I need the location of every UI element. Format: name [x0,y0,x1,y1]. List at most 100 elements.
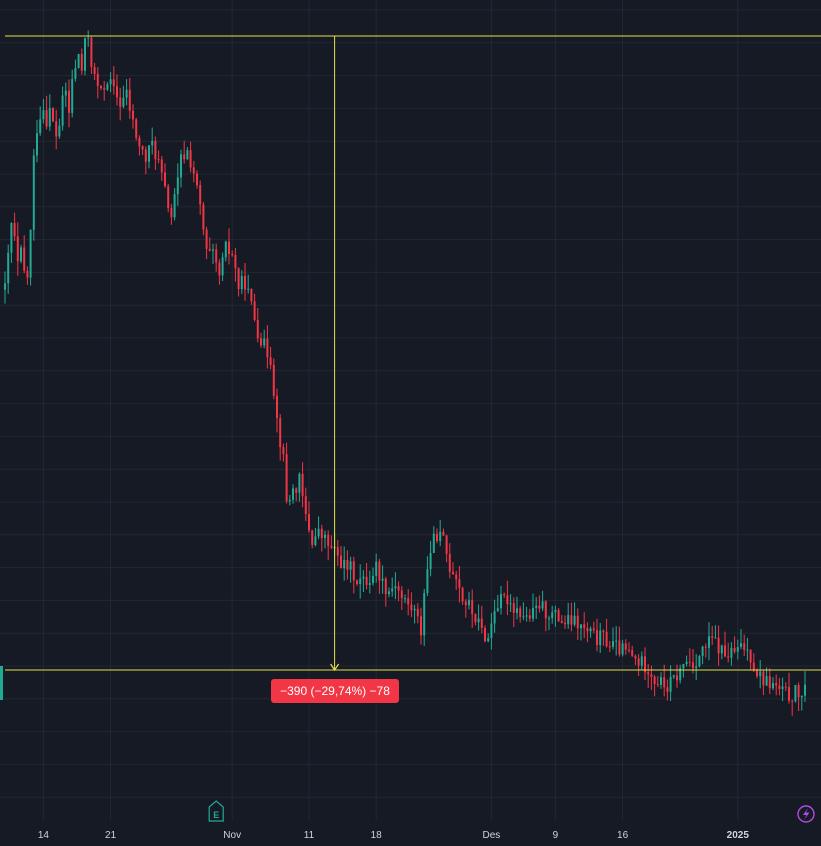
candle-body [666,687,669,692]
candle [772,677,774,691]
measure-tool[interactable]: −390 (−29,74%) −78 [0,35,821,703]
candle [20,244,22,264]
candle [749,649,752,670]
candle-body [186,150,189,160]
candle-body [778,685,781,690]
candle [730,642,733,666]
candle [765,667,768,687]
candle-body [93,67,96,75]
candle-body [487,638,490,642]
candle [58,118,61,139]
candle [804,671,806,702]
candle [356,579,358,586]
candle-body [772,683,774,689]
candle [74,59,77,82]
candle [378,558,381,594]
candle-body [583,624,586,629]
candle-body [714,637,717,639]
candle [528,608,531,622]
candle [23,235,26,274]
lightning-icon[interactable] [797,805,815,823]
candle-body [618,640,621,655]
candle-body [336,547,339,556]
candle-body [797,684,800,698]
x-tick-label: 11 [304,830,315,841]
candle-body [400,590,403,599]
candle [506,580,509,616]
candle [775,674,778,696]
candle-body [573,615,576,625]
candle [404,594,406,604]
candle-body [292,488,294,500]
candle-body [580,624,582,629]
candle-body [589,628,592,632]
candle-body [685,661,688,664]
candle-body [688,661,691,663]
candle-body [794,684,797,702]
candle-body [29,229,32,278]
candle-body [36,133,38,156]
candle-body [548,618,550,620]
candle-body [567,615,570,625]
candle [589,626,592,638]
candle-body [768,676,771,689]
candle-body [282,447,285,455]
candle-body [599,630,602,646]
candle-body [314,536,317,545]
candle [746,637,749,661]
candle-body [621,643,624,655]
candle [244,262,246,301]
candle-body [10,223,13,253]
candle [752,653,755,673]
candle-body [679,668,682,681]
candle-body [455,574,458,580]
candle [148,145,150,169]
candle-body [570,615,573,625]
candle-body [439,531,442,542]
candle-body [288,499,291,502]
candle-body [148,145,150,162]
candle [560,615,563,624]
candle [295,487,298,502]
candle [359,564,362,599]
earnings-marker[interactable]: E [208,800,224,822]
candle [564,615,566,629]
candle-body [20,247,22,262]
x-tick-label: 18 [371,830,383,841]
candle-body [695,666,698,669]
candle-body [784,686,787,688]
candle-body [720,645,723,654]
candle-body [730,647,733,658]
candle-body [196,173,198,186]
candle-body [167,186,170,209]
candle [349,556,352,583]
candle-body [119,97,122,107]
candle-body [250,288,253,302]
candle [180,149,182,188]
candle [394,572,397,600]
candle [503,592,506,598]
candle-body [445,535,448,554]
candle-body [490,623,493,639]
candle [698,654,701,668]
candle-body [596,630,598,646]
candle-body [397,586,400,591]
candle-body [749,649,752,663]
candle [432,526,435,553]
candle-body [608,646,611,648]
candle [266,325,269,369]
candle [608,640,611,653]
candle [615,626,618,656]
candle [490,612,493,650]
candle-body [272,364,275,396]
candle [276,388,278,433]
candle [183,140,186,164]
candle-body [724,645,726,657]
candle [724,631,726,658]
candle [637,654,640,676]
candle-body [295,488,298,493]
candle-body [84,38,86,71]
event-markers[interactable]: E [208,800,815,823]
candle [573,602,576,627]
